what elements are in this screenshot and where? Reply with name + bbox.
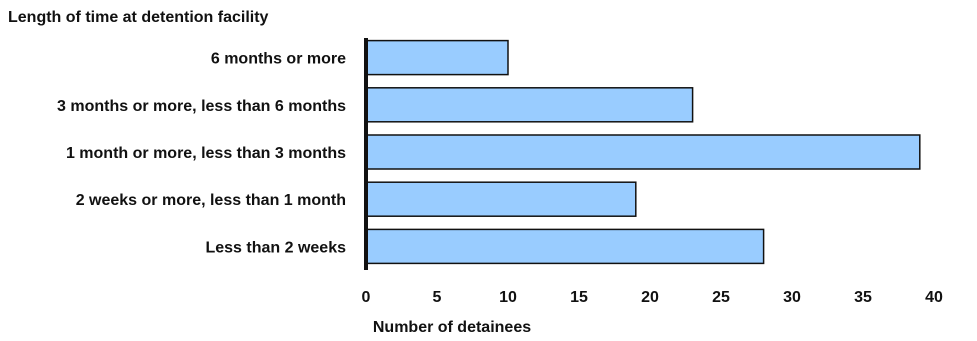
bar: [365, 39, 509, 76]
chart-title: Length of time at detention facility: [8, 9, 269, 26]
category-label: 3 months or more, less than 6 months: [57, 98, 346, 115]
category-labels: 6 months or more 3 months or more, less t…: [57, 51, 346, 257]
bar: [365, 181, 637, 217]
category-label: 2 weeks or more, less than 1 month: [76, 192, 346, 209]
category-label: 6 months or more: [211, 51, 346, 68]
x-axis-title: Number of detainees: [373, 319, 531, 336]
x-tick-label: 25: [712, 289, 730, 306]
bar: [365, 228, 765, 265]
x-tick-label: 30: [783, 289, 801, 306]
x-tick-labels: 0 5 10 15 20 25 30 35 40: [362, 289, 943, 306]
x-tick-label: 35: [854, 289, 872, 306]
category-label: Less than 2 weeks: [205, 239, 346, 256]
x-tick-label: 15: [570, 289, 588, 306]
x-tick-label: 10: [499, 289, 517, 306]
y-axis-line: [364, 38, 368, 270]
axis-layer: [364, 38, 368, 270]
x-tick-label: 5: [433, 289, 442, 306]
x-tick-label: 0: [362, 289, 371, 306]
x-tick-label: 20: [641, 289, 659, 306]
bar: [365, 134, 921, 170]
bar: [365, 87, 694, 123]
category-label: 1 month or more, less than 3 months: [66, 145, 346, 162]
bars-layer: [365, 39, 921, 265]
x-tick-label: 40: [925, 289, 943, 306]
